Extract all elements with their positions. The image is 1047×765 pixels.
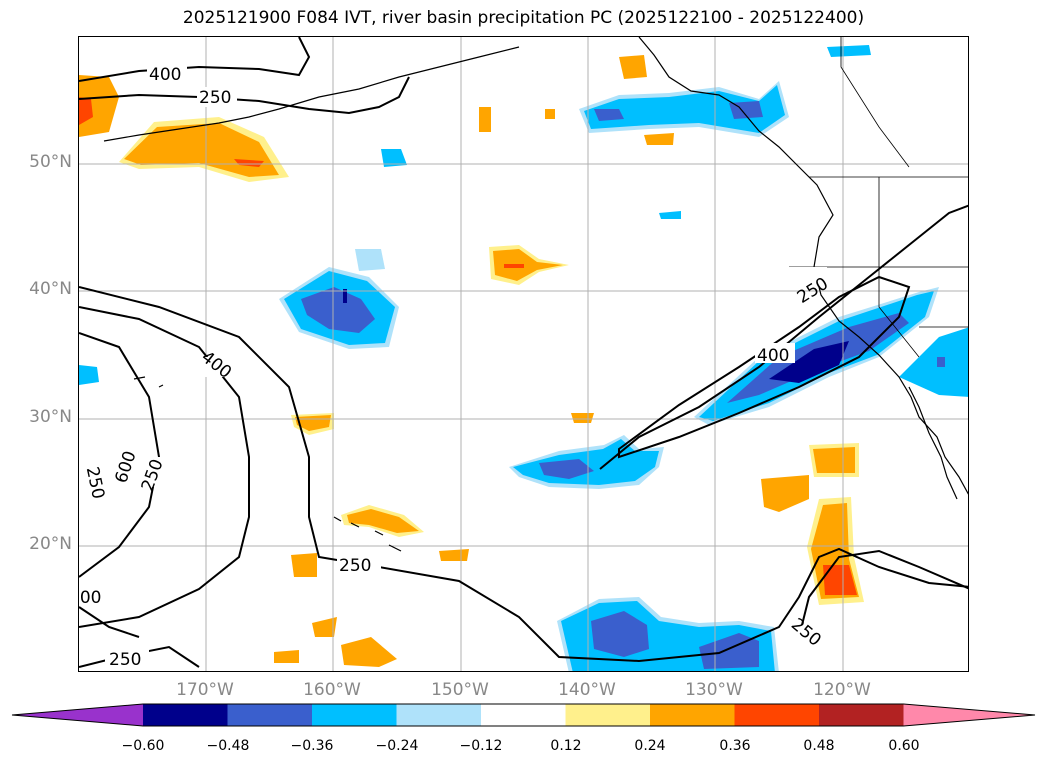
aleutian-chain [103,46,520,142]
contour-label: 250 [199,88,231,108]
colorbar-segment [734,704,820,726]
lon-label: 130°W [685,680,743,700]
ivt-contour-400-west [79,306,250,628]
precip-positive-area [234,159,264,167]
map-panel: 400 250 250 400 400 250 600 250 600 250 … [78,36,969,672]
colorbar-extend-high [903,704,1035,726]
contour-label: 250 [109,650,141,670]
lon-label: 170°W [176,680,234,700]
lat-label: 50°N [29,152,72,172]
precip-positive-area [439,549,469,561]
colorbar-segment [819,704,904,726]
ivt-contour-250-southwest [79,606,140,638]
precip-positive-area [619,55,647,79]
precip-positive-area [79,97,93,125]
contour-label: 600 [79,588,101,608]
ivt-contour-400-north [79,37,311,82]
lat-lon-grid [79,37,968,671]
ivt-contour-400-ar [618,275,911,459]
colorbar [11,703,1036,727]
coastlines [103,37,968,552]
ivt-contour-250-north [79,76,410,115]
alaska-coast [638,37,968,495]
colorbar-tick-label: 0.12 [550,738,582,754]
precip-positive-area [571,413,594,423]
precip-positive-area [79,75,119,137]
contour-label: 250 [787,615,825,651]
colorbar-segment [481,704,566,726]
precip-negative-area [827,45,871,57]
colorbar-segment [312,704,397,726]
precip-positive-area [504,264,524,268]
precip-negative-area [79,365,99,385]
precip-positive-area [347,509,419,533]
precip-positive-area [813,447,855,473]
lon-label: 140°W [558,680,616,700]
precip-negative-area [769,341,849,383]
lon-label: 160°W [303,680,361,700]
precip-negative-area [381,149,407,167]
colorbar-tick-label: −0.48 [206,738,250,754]
colorbar-outline [11,703,1036,727]
ivt-contour-250-ar [599,204,968,470]
lat-label: 20°N [29,534,72,554]
precip-positive-area [291,553,317,577]
precip-negative-area [584,85,785,133]
lon-label: 150°W [431,680,489,700]
colorbar-segment [143,704,228,726]
lat-label: 40°N [29,279,72,299]
colorbar-tick-label: 0.24 [634,738,666,754]
hawaii-islands [333,516,402,552]
colorbar-segment [396,704,482,726]
colorbar-tick-label: 0.48 [803,738,835,754]
contour-label: 400 [757,346,789,366]
precip-positive-area [312,617,337,637]
colorbar-tick-label: 0.60 [888,738,920,754]
lon-label: 120°W [813,680,871,700]
precip-positive-area [761,475,809,512]
precip-negative-area [539,459,594,479]
colorbar-segment [565,704,651,726]
precip-negative-area [899,327,968,397]
precip-positive-area [479,107,491,132]
contour-label: 250 [339,556,371,576]
contour-label: 400 [149,65,181,85]
precip-negative-area [594,109,624,121]
political-borders [789,37,968,358]
precip-positive-area [823,565,857,595]
baja-coast [908,386,958,500]
colorbar-tick-label: −0.12 [459,738,503,754]
ivt-contour-250-southeast [798,549,968,638]
precip-negative-area [937,357,945,367]
precip-negative-area [591,611,649,657]
precip-negative-area [659,211,681,219]
colorbar-segment [650,704,735,726]
chart-title: 2025121900 F084 IVT, river basin precipi… [182,8,865,28]
colorbar-tick-label: −0.60 [121,738,165,754]
colorbar-segment [227,704,313,726]
colorbar-tick-label: −0.24 [375,738,419,754]
precip-positive-area [274,650,299,663]
colorbar-extend-low [12,704,143,726]
precip-negative-area [343,289,347,303]
colorbar-tick-label: 0.36 [719,738,751,754]
precip-negative-area [355,249,385,271]
precip-positive-area [493,249,563,281]
map-canvas: 400 250 250 400 400 250 600 250 600 250 … [79,37,968,671]
lat-label: 30°N [29,407,72,427]
precip-positive-area [644,133,674,145]
precip-negative-area [301,287,375,333]
colorbar-tick-label: −0.36 [290,738,334,754]
island [133,376,164,388]
precip-positive-area [545,109,555,119]
precip-negative-area [513,439,659,485]
alaska-border [840,37,910,168]
ivt-contour-250-west [79,286,968,663]
precip-positive-area [341,637,397,667]
state-border [789,177,968,358]
